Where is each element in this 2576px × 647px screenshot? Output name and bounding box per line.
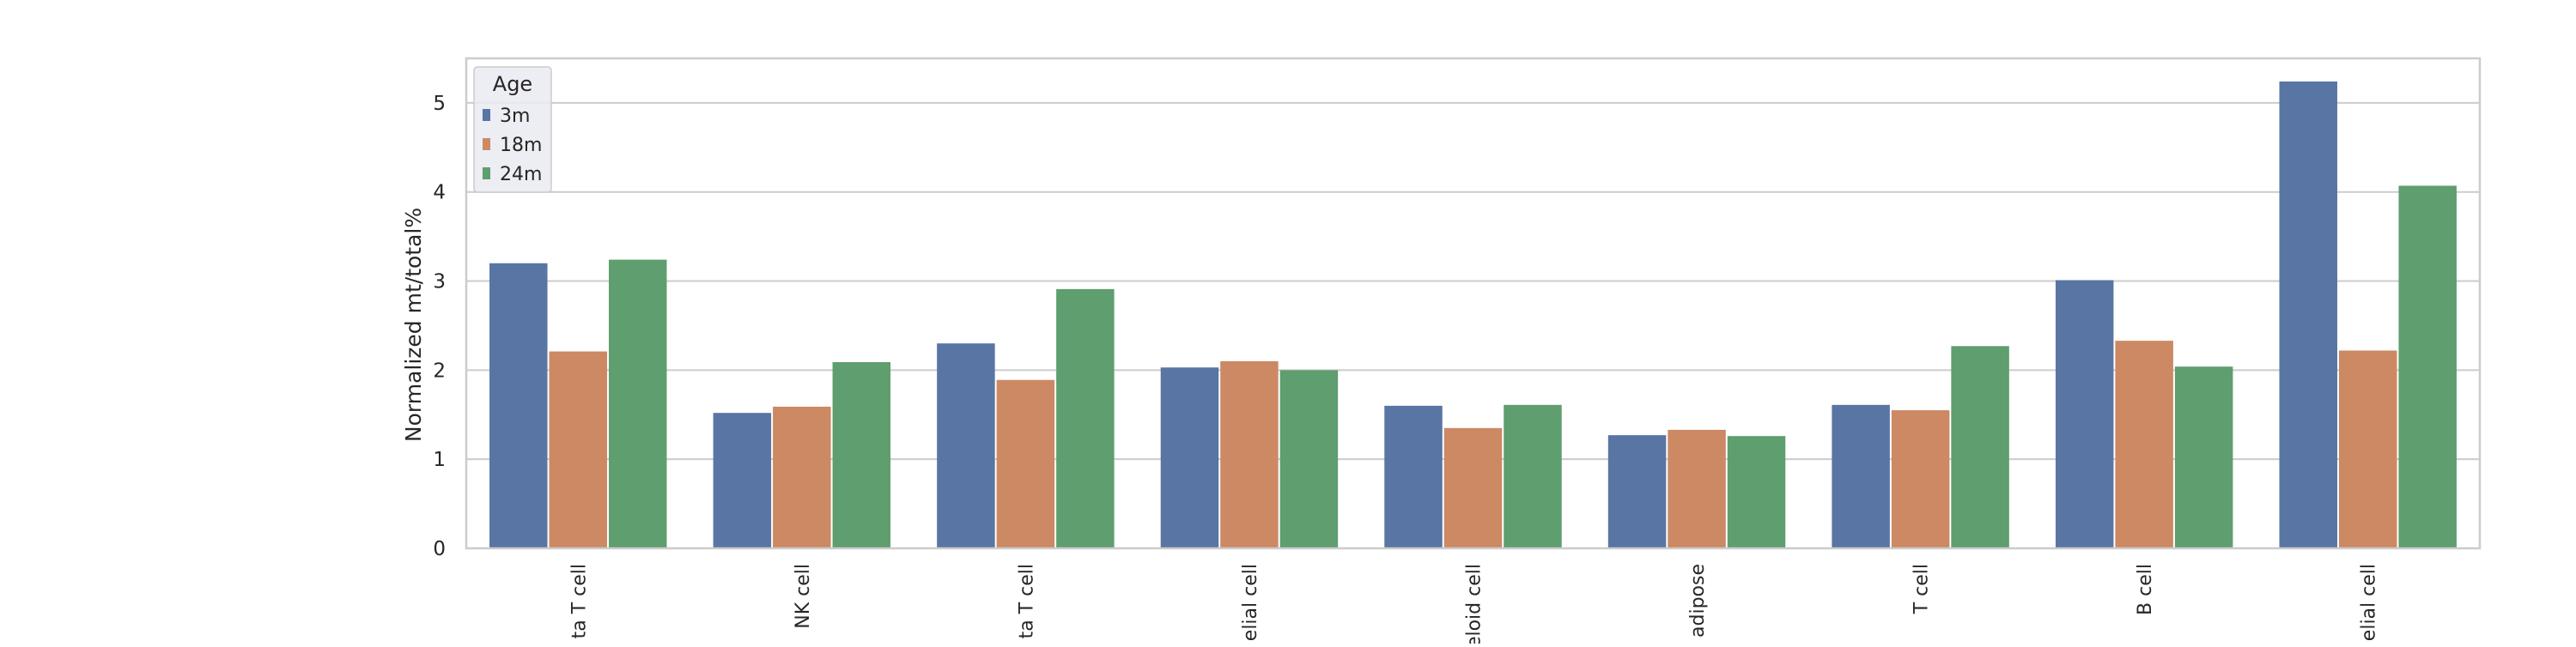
bar [1727, 436, 1786, 548]
x-tick-label: elial cell [1240, 564, 1261, 641]
x-tick-label: NK cell [793, 564, 814, 629]
bar [1443, 427, 1503, 548]
bar [773, 406, 831, 548]
bar [489, 263, 548, 548]
bar [1160, 367, 1219, 548]
y-tick-label: 3 [433, 271, 446, 293]
bar [996, 379, 1055, 548]
bar [1891, 410, 1950, 548]
bar [2279, 81, 2337, 548]
bar [1220, 360, 1279, 548]
y-tick-label: 2 [433, 360, 446, 382]
y-ticks: 0 1 2 3 4 5 [433, 93, 446, 560]
y-tick-label: 0 [433, 538, 446, 560]
x-tick-label: B cell [2135, 564, 2156, 615]
legend-swatch [483, 167, 490, 179]
legend: Age 3m 18m 24m [473, 66, 552, 193]
bar [713, 413, 772, 548]
legend-items: 3m 18m 24m [483, 106, 542, 185]
bar [2115, 341, 2173, 548]
bar [609, 259, 667, 548]
bar [2055, 280, 2114, 548]
y-axis-label: Normalized mt/total% [401, 208, 426, 442]
bar [2338, 350, 2397, 548]
legend-swatch [483, 109, 490, 121]
x-tick-label: elial cell [2359, 564, 2380, 641]
bar [1504, 404, 1562, 548]
legend-title: Age [493, 72, 532, 96]
legend-swatch [483, 138, 490, 150]
legend-label: 3m [500, 106, 530, 127]
bar [937, 343, 995, 548]
bars [489, 81, 2457, 548]
bar [549, 351, 608, 548]
bar [1279, 370, 1339, 548]
legend-label: 18m [500, 135, 542, 156]
legend-box [473, 66, 552, 193]
y-tick-label: 4 [433, 182, 446, 204]
x-tick-label: adipose [1687, 564, 1709, 638]
y-tick-label: 5 [433, 93, 446, 115]
x-ticks: ta T cell NK cell ta T cell elial cell eloid… [568, 564, 2380, 647]
bar [1056, 288, 1115, 548]
bar [2174, 366, 2233, 548]
plot-frame [465, 57, 2482, 550]
y-tick-label: 1 [433, 449, 446, 471]
x-tick-label: ta T cell [568, 564, 590, 638]
bar [832, 362, 891, 548]
bar [1668, 429, 1726, 548]
bar [1951, 346, 2009, 548]
bar [1607, 435, 1667, 548]
bar [2398, 185, 2457, 548]
x-tick-label: T cell [1911, 564, 1933, 614]
legend-label: 24m [500, 164, 542, 185]
x-tick-label: eloid cell [1464, 564, 1485, 644]
bar [1832, 404, 1890, 548]
x-tick-label: ta T cell [1016, 564, 1037, 638]
bar [1384, 405, 1443, 548]
